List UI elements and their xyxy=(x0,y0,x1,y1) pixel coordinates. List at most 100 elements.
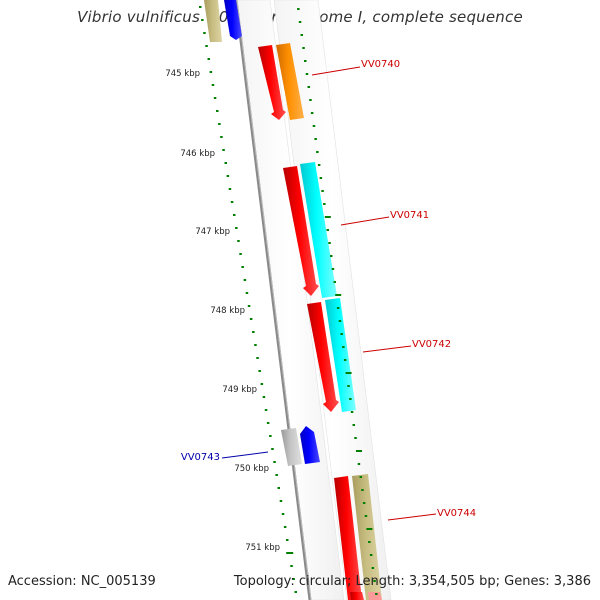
gene-label-vv0744[interactable]: VV0744 xyxy=(437,508,476,519)
scale-minor-tick xyxy=(300,34,303,36)
scale-minor-tick xyxy=(266,422,270,424)
gene-partial-pink-bottom xyxy=(368,592,382,600)
gene-red-vv0740 xyxy=(258,45,286,120)
scale-minor-tick xyxy=(368,541,371,543)
accession-text: Accession: NC_005139 xyxy=(8,574,156,589)
backbone-line xyxy=(234,0,312,600)
scale-minor-tick xyxy=(364,515,368,517)
scale-minor-tick xyxy=(233,214,236,216)
scale-minor-tick xyxy=(321,190,324,192)
scale-minor-tick xyxy=(336,307,340,309)
scale-minor-tick xyxy=(199,6,202,8)
leader-vv0744 xyxy=(387,513,437,521)
gene-partial-khaki xyxy=(204,0,222,42)
scale-minor-tick xyxy=(297,8,300,10)
scale-minor-tick xyxy=(281,513,285,515)
scale-minor-tick xyxy=(298,21,302,23)
gene-orange-vv0740 xyxy=(276,43,304,120)
leader-vv0741 xyxy=(340,216,390,226)
scale-ticks xyxy=(199,6,378,595)
scale-minor-tick xyxy=(220,136,223,138)
scale-minor-tick xyxy=(237,240,240,242)
scale-minor-tick xyxy=(228,188,232,190)
gene-partial-blue xyxy=(224,0,242,40)
scale-minor-tick xyxy=(317,164,321,166)
scale-major-tick xyxy=(356,450,362,452)
scale-minor-tick xyxy=(224,162,227,164)
scale-major-tick xyxy=(286,552,294,554)
scale-minor-tick xyxy=(294,591,297,593)
scale-minor-tick xyxy=(241,266,244,268)
scale-minor-tick xyxy=(286,539,289,541)
gene-red-vv0744 xyxy=(334,476,362,600)
scale-minor-tick xyxy=(361,489,364,491)
gene-red-vv0741 xyxy=(283,166,319,296)
scale-minor-tick xyxy=(269,435,272,437)
scale-minor-tick xyxy=(362,502,366,504)
scale-minor-tick xyxy=(309,99,312,101)
scale-minor-tick xyxy=(375,593,378,595)
gene-cyan-vv0741 xyxy=(300,162,337,298)
gene-partial-red-bottom xyxy=(350,592,364,600)
scale-minor-tick xyxy=(371,567,375,569)
scale-minor-tick xyxy=(340,333,343,335)
scale-minor-tick xyxy=(260,383,264,385)
gene-label-vv0742[interactable]: VV0742 xyxy=(412,339,451,350)
gene-red-vv0742 xyxy=(307,302,339,412)
scale-minor-tick xyxy=(310,112,314,114)
gene-label-vv0743[interactable]: VV0743 xyxy=(181,452,220,463)
scale-minor-tick xyxy=(323,203,326,205)
scale-label: 747 kbp xyxy=(195,227,230,237)
scale-minor-tick xyxy=(349,398,352,400)
scale-major-tick xyxy=(324,216,331,218)
scale-minor-tick xyxy=(207,58,210,60)
scale-minor-tick xyxy=(203,32,206,34)
scale-minor-tick xyxy=(218,123,221,125)
scale-minor-tick xyxy=(256,357,259,359)
scale-minor-tick xyxy=(342,346,345,348)
scale-major-tick xyxy=(335,294,342,296)
scale-minor-tick xyxy=(230,201,234,203)
scale-minor-tick xyxy=(312,125,316,127)
scale-minor-tick xyxy=(304,60,307,62)
gene-khaki-vv0744 xyxy=(352,474,382,600)
scale-label: 751 kbp xyxy=(245,543,280,553)
scale-minor-tick xyxy=(338,320,342,322)
gene-label-vv0740[interactable]: VV0740 xyxy=(361,59,400,70)
scale-minor-tick xyxy=(314,138,317,140)
scale-minor-tick xyxy=(359,476,362,478)
scale-minor-tick xyxy=(275,474,278,476)
gene-label-leaders xyxy=(221,66,437,521)
scale-minor-tick xyxy=(331,268,335,270)
scale-minor-tick xyxy=(292,578,295,580)
scale-major-tick xyxy=(366,528,373,530)
scale-label: 749 kbp xyxy=(222,385,257,395)
scale-minor-tick xyxy=(226,175,230,177)
scale-minor-tick xyxy=(271,448,274,450)
scale-minor-tick xyxy=(369,554,373,556)
gene-label-vv0741[interactable]: VV0741 xyxy=(390,210,429,221)
scale-minor-tick xyxy=(243,279,247,281)
scale-minor-tick xyxy=(258,370,261,372)
scale-minor-tick xyxy=(352,424,355,426)
scale-minor-tick xyxy=(283,526,287,528)
scale-minor-tick xyxy=(343,359,347,361)
scale-minor-tick xyxy=(328,242,331,244)
scale-minor-tick xyxy=(333,281,336,283)
scale-label: 745 kbp xyxy=(165,69,200,79)
scale-label: 746 kbp xyxy=(180,149,215,159)
scale-minor-tick xyxy=(330,255,333,257)
scale-minor-tick xyxy=(209,71,213,73)
scale-minor-tick xyxy=(354,437,357,439)
scale-minor-tick xyxy=(319,177,323,179)
scale-minor-tick xyxy=(279,500,283,502)
scale-minor-tick xyxy=(357,463,361,465)
gene-blue-vv0743 xyxy=(300,426,320,464)
scale-minor-tick xyxy=(307,86,310,88)
leader-vv0743 xyxy=(221,451,269,459)
leader-vv0740 xyxy=(311,66,361,76)
scale-minor-tick xyxy=(290,565,293,567)
scale-minor-tick xyxy=(302,47,305,49)
scale-minor-tick xyxy=(216,110,219,112)
